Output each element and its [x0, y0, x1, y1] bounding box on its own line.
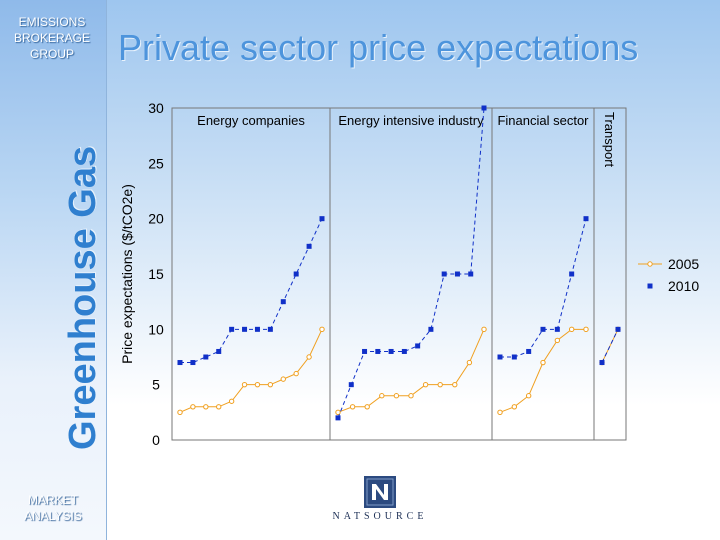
data-point-2010 — [583, 216, 589, 222]
data-point-2010 — [216, 348, 222, 354]
data-point-2010 — [348, 382, 354, 388]
data-point-2005 — [364, 404, 370, 410]
data-point-2010 — [497, 354, 503, 360]
group-label: Financial sector — [497, 113, 589, 128]
data-point-2005 — [540, 359, 546, 366]
data-point-2005 — [583, 326, 589, 333]
price-expectations-chart: 0 5 10 15 20 25 30 Price expectations ($/tCO2e)… — [119, 100, 699, 448]
data-point-2010 — [511, 354, 517, 360]
y-tick-label: 15 — [148, 266, 164, 282]
series-line-2005 — [337, 329, 485, 413]
data-point-2005 — [511, 404, 518, 410]
data-point-2005 — [280, 376, 286, 382]
brand-group-name: EMISSIONS BROKERAGE GROUP — [13, 15, 91, 61]
data-point-2010 — [254, 326, 260, 332]
data-point-2005 — [554, 337, 561, 344]
data-point-2005 — [379, 393, 385, 399]
legend-marker-2005 — [647, 261, 653, 267]
series-line-2010 — [601, 329, 619, 363]
data-point-2005 — [349, 404, 356, 410]
data-point-2005 — [335, 409, 341, 416]
series-line-2010 — [337, 107, 485, 419]
data-point-2010 — [203, 354, 209, 360]
data-point-2005 — [254, 381, 261, 388]
y-tick-label: 25 — [148, 155, 164, 171]
legend-label-2010: 2010 — [668, 278, 699, 294]
series-line-2010 — [500, 218, 587, 358]
data-point-2010 — [319, 216, 325, 222]
data-point-2010 — [401, 348, 407, 354]
data-point-2005 — [393, 393, 400, 399]
data-point-2005 — [452, 381, 458, 388]
data-point-2005 — [497, 409, 503, 416]
data-point-2005 — [408, 393, 414, 399]
series-line-2005 — [179, 329, 323, 413]
data-point-2010 — [441, 271, 447, 277]
data-point-2010 — [280, 299, 286, 305]
data-point-2010 — [229, 326, 235, 332]
data-point-2005 — [190, 404, 196, 410]
group-label: Energy companies — [197, 113, 305, 128]
series-line-2010 — [180, 218, 323, 364]
natsource-logo: NATSOURCE — [322, 474, 438, 528]
brand-sidebar: EMISSIONS BROKERAGE GROUP Greenhouse Gas… — [0, 0, 107, 540]
data-point-2005 — [293, 370, 299, 377]
y-tick-label: 5 — [152, 377, 160, 393]
natsource-logo-text: NATSOURCE — [332, 511, 428, 522]
brand-vertical-title: Greenhouse Gas — [62, 145, 104, 450]
data-point-2010 — [306, 243, 312, 249]
data-point-2010 — [415, 343, 421, 349]
data-point-2010 — [335, 415, 341, 421]
data-point-2005 — [422, 381, 429, 388]
data-point-2010 — [242, 326, 248, 332]
data-point-2010 — [599, 360, 605, 366]
data-point-2005 — [203, 404, 209, 410]
data-point-2010 — [190, 360, 196, 366]
series-line-2005 — [499, 328, 586, 413]
data-point-2005 — [568, 326, 575, 333]
legend-marker-2010 — [647, 283, 653, 289]
data-point-2010 — [481, 105, 487, 111]
data-point-2005 — [267, 381, 274, 388]
data-point-2010 — [554, 326, 560, 332]
data-point-2005 — [306, 354, 312, 360]
data-point-2010 — [375, 348, 381, 354]
data-point-2010 — [454, 271, 460, 277]
brand-market-analysis: MARKET ANALYSIS — [24, 493, 82, 523]
data-point-2005 — [216, 404, 222, 410]
data-point-2005 — [466, 359, 473, 366]
data-point-2005 — [177, 409, 183, 416]
data-point-2005 — [241, 381, 248, 388]
data-point-2010 — [468, 271, 474, 277]
data-point-2005 — [228, 398, 235, 404]
data-point-2010 — [569, 271, 575, 277]
data-point-2010 — [177, 360, 183, 366]
data-point-2010 — [293, 271, 299, 277]
data-point-2005 — [437, 381, 443, 388]
data-point-2010 — [615, 326, 621, 332]
y-tick-label: 20 — [148, 211, 164, 227]
natsource-logo-mark — [364, 476, 396, 508]
data-point-2010 — [362, 348, 368, 354]
data-point-2010 — [428, 326, 434, 332]
group-label: Transport — [602, 112, 617, 168]
data-point-2005 — [319, 326, 325, 333]
data-point-2005 — [481, 326, 487, 333]
data-point-2005 — [525, 393, 532, 399]
data-point-2010 — [388, 348, 394, 354]
group-label: Energy intensive industry — [338, 113, 484, 128]
data-point-2010 — [540, 326, 546, 332]
y-tick-label: 0 — [152, 432, 160, 448]
y-axis-label: Price expectations ($/tCO2e) — [119, 184, 135, 364]
data-point-2010 — [526, 348, 532, 354]
data-point-2010 — [267, 326, 273, 332]
y-tick-label: 30 — [148, 100, 164, 116]
plot-area-frame — [171, 107, 627, 441]
legend-label-2005: 2005 — [668, 256, 699, 272]
y-tick-label: 10 — [148, 321, 164, 337]
slide-title: Private sector price expectations — [118, 27, 639, 68]
